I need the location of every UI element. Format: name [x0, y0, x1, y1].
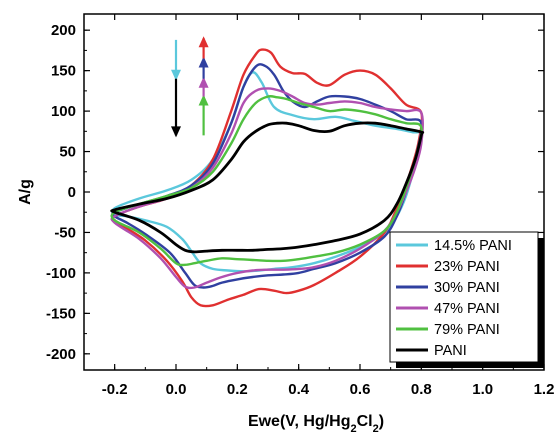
legend: 14.5% PANI 23% PANI 30% PANI 47% PANI 79% PA…: [389, 231, 544, 368]
x-tick-label: 1.2: [534, 381, 555, 398]
trend-arrow-0: [171, 39, 181, 81]
y-tick-label: 100: [51, 103, 76, 120]
trend-arrow-5: [198, 36, 209, 59]
legend-label-3: 47% PANI: [434, 301, 500, 317]
y-tick-label: 50: [59, 144, 76, 161]
series-line-0: [111, 71, 423, 273]
x-tick-label: -0.2: [102, 381, 128, 398]
x-tick-label: 0.8: [411, 381, 432, 398]
y-tick-label: 200: [51, 22, 76, 39]
trend-arrow-4: [198, 56, 209, 79]
trend-arrow-3: [198, 76, 209, 97]
x-tick-label: 0.4: [288, 381, 310, 398]
y-tick-label: -100: [46, 265, 76, 282]
y-tick-label: -150: [46, 305, 76, 322]
x-axis-title: Ewe(V, Hg/Hg2Cl2): [248, 413, 384, 435]
x-axis-ticks: -0.2 0.0 0.2 0.4 0.6 0.8 1.0 1.2: [83, 14, 555, 398]
x-tick-label: 1.0: [472, 381, 493, 398]
trend-arrow-2: [198, 94, 209, 136]
legend-label-5: PANI: [434, 343, 467, 359]
legend-label-0: 14.5% PANI: [434, 238, 512, 254]
y-tick-label: 150: [51, 63, 76, 80]
y-axis-ticks: 200 150 100 50 0 -50 -100 -150 -200: [46, 22, 544, 363]
series-line-3: [110, 87, 424, 290]
series-line-5: [110, 121, 425, 254]
x-tick-label: 0.6: [350, 381, 371, 398]
arrow-layer: [171, 36, 209, 138]
y-axis-title: A/g: [17, 179, 34, 205]
trend-arrow-1: [171, 78, 181, 138]
legend-label-4: 79% PANI: [434, 322, 500, 338]
y-tick-label: 0: [68, 184, 76, 201]
x-tick-label: 0.2: [227, 381, 248, 398]
y-tick-label: -200: [46, 346, 76, 363]
x-tick-label: 0.0: [166, 381, 187, 398]
legend-label-2: 30% PANI: [434, 280, 500, 296]
legend-box: [389, 231, 539, 363]
legend-label-1: 23% PANI: [434, 259, 500, 275]
y-tick-label: -50: [54, 224, 76, 241]
series-layer: [110, 48, 425, 308]
